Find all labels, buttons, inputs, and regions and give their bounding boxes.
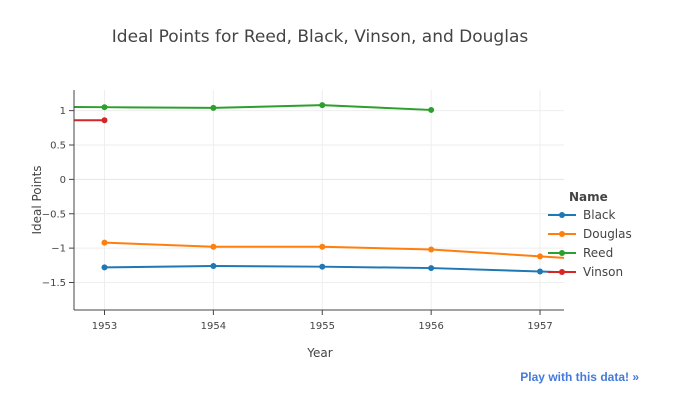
legend-item-douglas: Douglas bbox=[548, 227, 632, 241]
series-line-reed bbox=[73, 104, 432, 111]
legend-label: Black bbox=[583, 208, 616, 222]
x-axis: 1953 1954 1955 1956 1957 bbox=[74, 309, 564, 332]
x-tick-label: 1956 bbox=[418, 321, 443, 332]
play-with-data-link[interactable]: Play with this data! » bbox=[520, 370, 639, 384]
x-tick-label: 1953 bbox=[92, 321, 117, 332]
legend-item-black: Black bbox=[548, 208, 616, 222]
plot-area: 1953 1954 1955 1956 1957 1 0.5 0 −0.5 −1 −1.5 bbox=[42, 90, 565, 332]
series-vinson bbox=[74, 117, 108, 124]
x-tick-label: 1957 bbox=[527, 321, 552, 332]
legend-label: Douglas bbox=[583, 227, 632, 241]
data-point bbox=[537, 253, 544, 260]
legend-title: Name bbox=[569, 190, 608, 204]
y-tick-label: 0 bbox=[60, 175, 66, 186]
data-point bbox=[319, 102, 326, 109]
legend: Name Black Douglas Reed Vinson bbox=[548, 190, 632, 279]
data-point bbox=[319, 263, 326, 270]
data-point bbox=[537, 268, 544, 275]
series-line-black bbox=[104, 264, 565, 274]
legend-swatch-marker bbox=[559, 212, 565, 218]
data-point bbox=[210, 243, 217, 250]
data-point bbox=[210, 263, 217, 269]
legend-item-vinson: Vinson bbox=[548, 265, 623, 279]
data-point bbox=[319, 243, 326, 250]
data-point bbox=[101, 264, 108, 271]
legend-label: Reed bbox=[583, 246, 613, 260]
x-tick-label: 1954 bbox=[201, 321, 226, 332]
data-point bbox=[428, 106, 435, 113]
legend-item-reed: Reed bbox=[548, 246, 613, 260]
data-point bbox=[101, 239, 108, 246]
series-reed bbox=[73, 102, 435, 113]
y-tick-label: −1 bbox=[51, 244, 66, 255]
y-tick-label: 0.5 bbox=[50, 141, 66, 152]
legend-swatch-marker bbox=[559, 269, 565, 275]
data-point bbox=[101, 104, 108, 111]
legend-swatch-marker bbox=[559, 231, 565, 237]
data-point bbox=[428, 246, 435, 253]
x-axis-label: Year bbox=[306, 346, 332, 360]
series-line-douglas bbox=[104, 241, 565, 259]
y-axis-label: Ideal Points bbox=[30, 165, 44, 234]
data-point bbox=[210, 104, 217, 111]
y-tick-label: −0.5 bbox=[42, 209, 66, 220]
y-tick-label: 1 bbox=[60, 106, 66, 117]
series-black bbox=[101, 263, 565, 275]
x-tick-label: 1955 bbox=[310, 321, 335, 332]
y-axis: 1 0.5 0 −0.5 −1 −1.5 bbox=[42, 90, 75, 310]
grid bbox=[74, 90, 564, 310]
legend-swatch-marker bbox=[559, 250, 565, 256]
series-layer bbox=[73, 102, 565, 275]
y-tick-label: −1.5 bbox=[42, 278, 66, 289]
data-point bbox=[428, 265, 435, 272]
data-point bbox=[101, 117, 108, 124]
chart-title: Ideal Points for Reed, Black, Vinson, an… bbox=[112, 27, 529, 47]
legend-label: Vinson bbox=[583, 265, 623, 279]
series-douglas bbox=[101, 239, 565, 260]
